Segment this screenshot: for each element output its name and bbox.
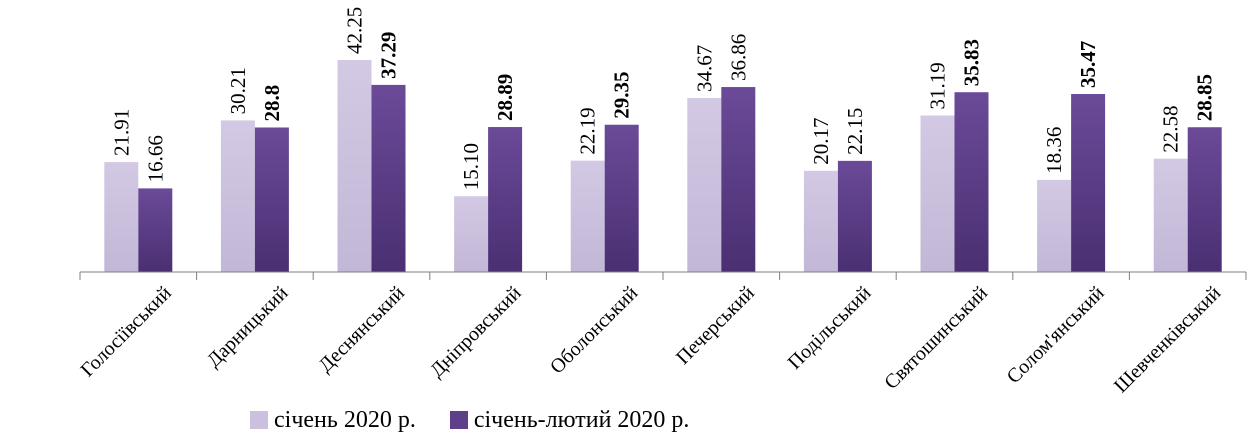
bar-series-1-5 xyxy=(570,160,605,272)
value-label-series-1-6: 34.67 xyxy=(692,45,716,92)
bar-series-2-2 xyxy=(254,127,289,272)
bar-series-1-4 xyxy=(454,196,489,272)
bar-series-1-7 xyxy=(803,170,838,272)
category-label-7: Подільський xyxy=(784,282,876,374)
x-axis-ticks xyxy=(79,272,1247,280)
value-label-series-2-2: 28.8 xyxy=(260,85,284,122)
bar-series-1-1 xyxy=(104,162,139,272)
bar-series-1-9 xyxy=(1037,179,1072,272)
value-label-series-1-1: 21.91 xyxy=(109,109,133,156)
bar-series-2-1 xyxy=(138,188,173,272)
legend-item-series-2: січень-лютий 2020 р. xyxy=(449,406,690,434)
value-label-series-2-9: 35.47 xyxy=(1076,41,1100,88)
value-label-series-1-4: 15.10 xyxy=(459,143,483,190)
value-label-series-1-3: 42.25 xyxy=(343,7,367,54)
bars-layer xyxy=(104,60,1222,273)
category-label-9: Солом'янський xyxy=(1003,282,1109,388)
category-label-4: Дніпровський xyxy=(426,282,526,382)
value-label-series-2-4: 28.89 xyxy=(493,74,517,121)
bar-series-1-3 xyxy=(337,60,372,272)
category-label-2: Дарницький xyxy=(203,282,293,372)
legend-label-series-2: січень-лютий 2020 р. xyxy=(473,406,690,433)
bar-series-2-10 xyxy=(1187,127,1222,272)
category-label-1: Голосіївський xyxy=(77,282,177,382)
bar-series-2-9 xyxy=(1071,94,1106,272)
category-label-10: Шевченківський xyxy=(1110,282,1226,398)
value-label-series-1-9: 18.36 xyxy=(1042,127,1066,174)
bar-series-2-3 xyxy=(371,84,406,272)
value-label-series-1-2: 30.21 xyxy=(226,67,250,114)
category-label-3: Деснянський xyxy=(314,282,409,377)
value-label-series-1-5: 22.19 xyxy=(576,107,600,154)
bar-series-1-10 xyxy=(1153,158,1188,272)
category-labels-layer: Голосіївський Дарницький Деснянський Дніпро… xyxy=(77,282,1226,398)
bar-series-2-4 xyxy=(488,127,523,272)
value-label-series-2-8: 35.83 xyxy=(960,39,984,86)
legend: січень 2020 р. січень-лютий 2020 р. xyxy=(250,405,723,435)
category-label-6: Печерський xyxy=(672,282,759,369)
value-label-series-2-7: 22.15 xyxy=(843,108,867,155)
value-labels-layer: 21.91 16.66 30.21 28.8 42.25 37.29 15.10 28.89 2… xyxy=(109,7,1216,190)
bar-series-1-6 xyxy=(687,98,722,273)
value-label-series-2-6: 36.86 xyxy=(726,34,750,81)
legend-swatch-series-2 xyxy=(449,411,468,429)
bar-series-1-8 xyxy=(920,115,955,272)
value-label-series-1-7: 20.17 xyxy=(809,118,833,165)
value-label-series-2-1: 16.66 xyxy=(143,135,167,182)
legend-label-series-1: січень 2020 р. xyxy=(274,406,416,433)
value-label-series-1-8: 31.19 xyxy=(926,62,950,109)
bar-series-2-8 xyxy=(954,92,989,273)
category-label-8: Святошинський xyxy=(880,282,992,394)
legend-swatch-series-1 xyxy=(250,411,268,429)
bar-series-2-6 xyxy=(721,87,756,272)
value-label-series-1-10: 22.58 xyxy=(1159,105,1183,152)
bar-series-1-2 xyxy=(220,120,255,272)
value-label-series-2-3: 37.29 xyxy=(377,32,401,79)
category-label-5: Оболонський xyxy=(546,282,642,378)
bar-series-2-7 xyxy=(837,160,872,272)
legend-item-series-1: січень 2020 р. xyxy=(250,407,416,434)
value-label-series-2-5: 29.35 xyxy=(610,71,634,118)
bar-series-2-5 xyxy=(604,124,639,272)
value-label-series-2-10: 28.85 xyxy=(1193,74,1217,121)
